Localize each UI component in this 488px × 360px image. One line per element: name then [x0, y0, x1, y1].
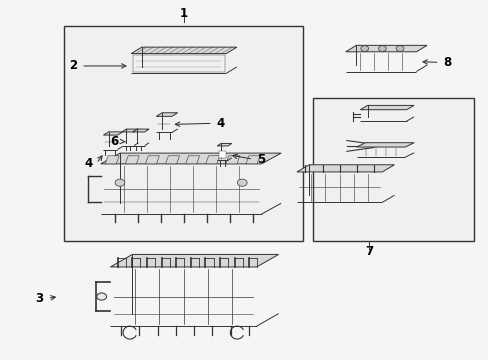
Text: 4: 4 [216, 117, 224, 130]
Polygon shape [105, 156, 119, 164]
Circle shape [115, 179, 124, 186]
Text: 5: 5 [257, 153, 265, 166]
Polygon shape [382, 195, 394, 202]
Polygon shape [171, 129, 177, 132]
Text: 4: 4 [84, 157, 92, 170]
Circle shape [360, 46, 368, 51]
Polygon shape [131, 47, 237, 54]
Bar [64, 26, 303, 241]
Polygon shape [245, 156, 260, 164]
Polygon shape [360, 105, 413, 110]
Polygon shape [296, 165, 394, 172]
Circle shape [378, 46, 386, 51]
Polygon shape [415, 65, 426, 72]
Polygon shape [103, 132, 122, 135]
Text: 8: 8 [443, 56, 451, 69]
Polygon shape [185, 156, 199, 164]
Bar [312, 98, 473, 241]
Circle shape [237, 179, 246, 186]
Text: 2: 2 [69, 59, 77, 72]
Polygon shape [165, 156, 179, 164]
Polygon shape [156, 113, 177, 116]
Polygon shape [226, 67, 237, 73]
Circle shape [97, 293, 106, 300]
Polygon shape [117, 147, 122, 150]
Polygon shape [405, 153, 413, 157]
Polygon shape [225, 156, 239, 164]
Polygon shape [134, 143, 138, 145]
Polygon shape [132, 129, 149, 132]
Polygon shape [122, 129, 138, 132]
Text: 7: 7 [364, 245, 372, 258]
Polygon shape [144, 143, 149, 145]
Bar [218, 151, 226, 158]
Polygon shape [145, 156, 159, 164]
Text: 3: 3 [36, 292, 43, 305]
Polygon shape [125, 156, 139, 164]
Polygon shape [406, 117, 413, 121]
Circle shape [395, 46, 403, 51]
Bar [132, 55, 224, 72]
Text: 6: 6 [110, 135, 119, 148]
Polygon shape [356, 143, 413, 147]
Polygon shape [101, 153, 281, 164]
Polygon shape [345, 45, 426, 52]
Polygon shape [110, 255, 278, 267]
Polygon shape [227, 158, 231, 160]
Text: 1: 1 [179, 7, 187, 20]
Polygon shape [261, 203, 281, 214]
Polygon shape [256, 314, 278, 326]
Polygon shape [217, 143, 231, 146]
Polygon shape [205, 156, 219, 164]
